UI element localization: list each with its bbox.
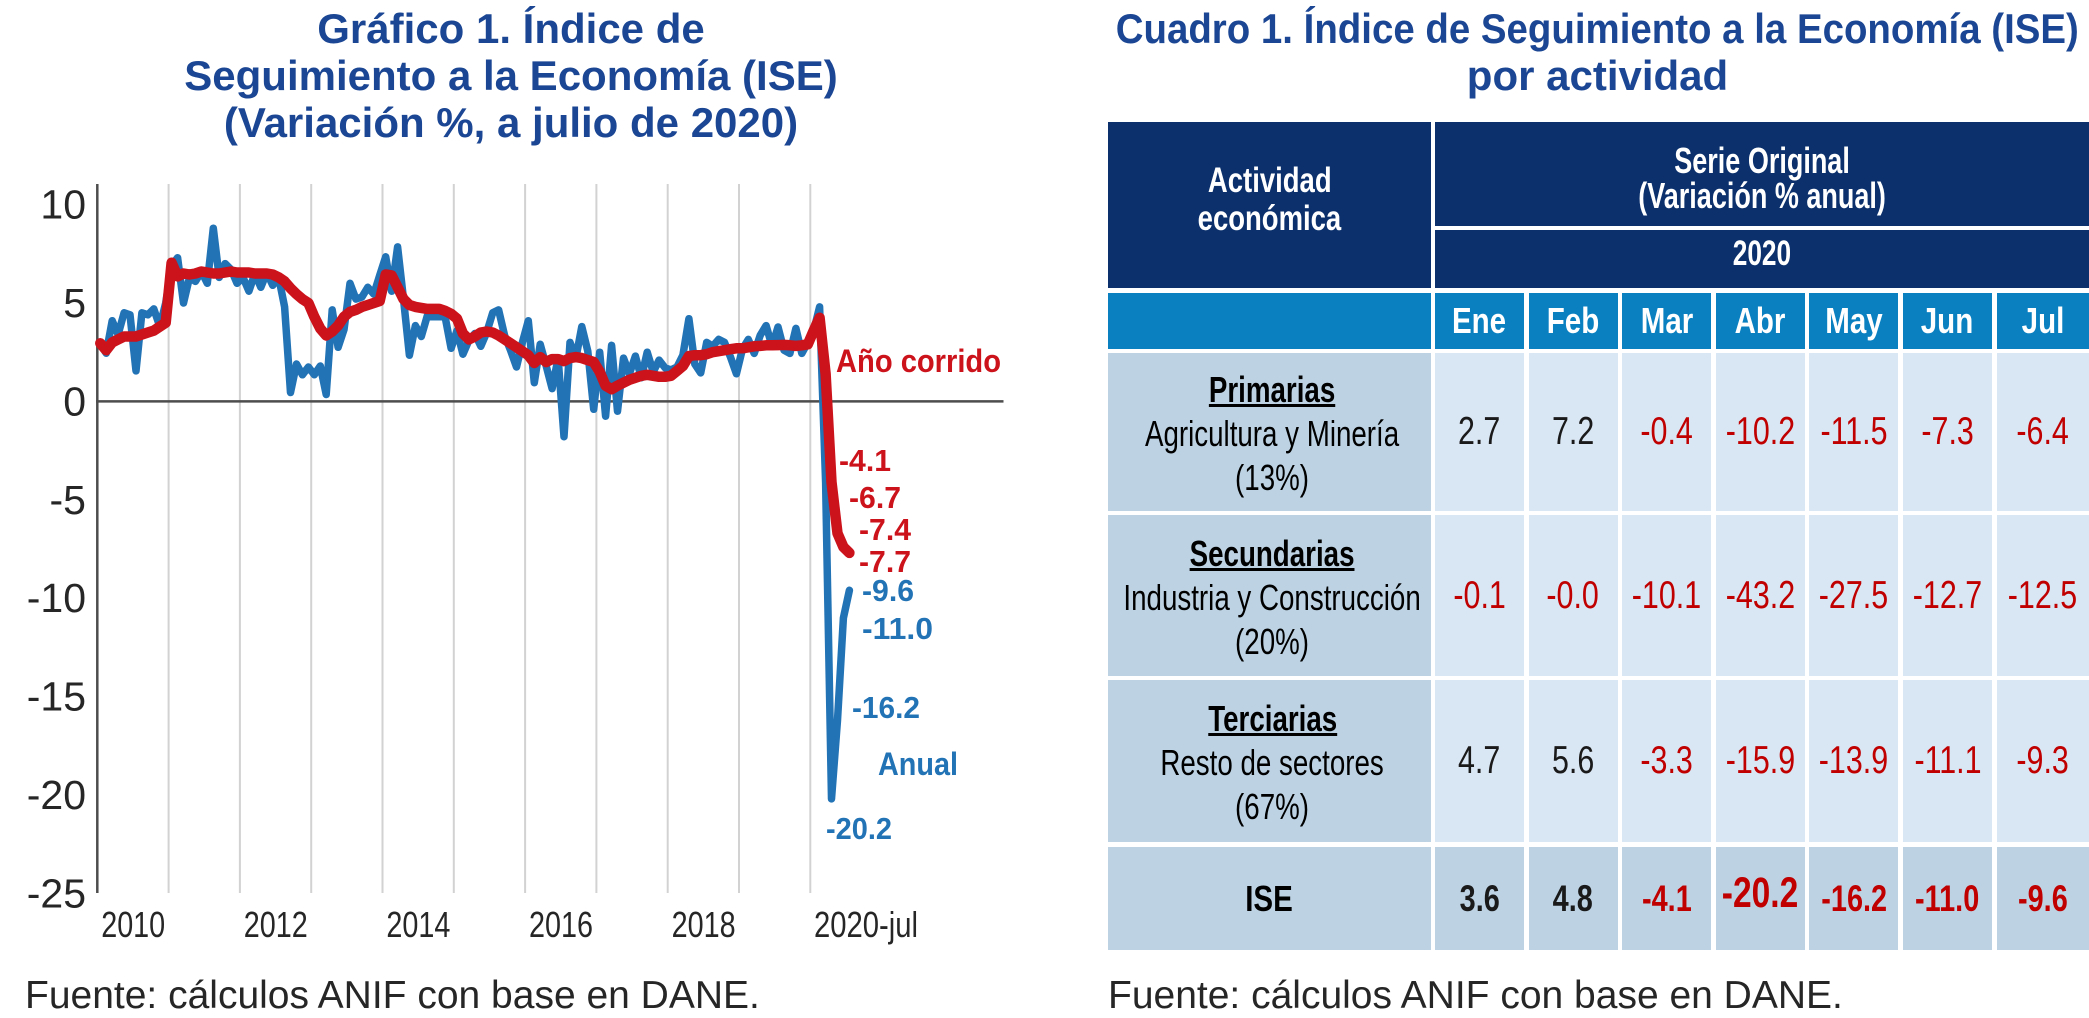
svg-text:2020-jul: 2020-jul	[814, 904, 918, 945]
svg-text:-6.7: -6.7	[849, 480, 901, 515]
svg-text:2010: 2010	[101, 904, 165, 945]
svg-text:0: 0	[63, 378, 86, 424]
svg-text:-7.7: -7.7	[859, 544, 911, 579]
svg-text:-10: -10	[27, 575, 86, 621]
svg-text:2018: 2018	[672, 904, 736, 945]
svg-text:-11.0: -11.0	[862, 611, 933, 646]
svg-text:-4.1: -4.1	[839, 443, 891, 478]
svg-text:-7.4: -7.4	[859, 512, 912, 547]
svg-text:2014: 2014	[386, 904, 450, 945]
svg-text:-9.6: -9.6	[862, 573, 914, 608]
svg-text:-15: -15	[27, 674, 86, 720]
svg-text:2012: 2012	[244, 904, 308, 945]
svg-text:5: 5	[63, 280, 86, 326]
svg-text:-20.2: -20.2	[826, 811, 892, 846]
svg-text:Año corrido: Año corrido	[836, 343, 1001, 379]
svg-text:10: 10	[40, 182, 86, 228]
svg-text:-25: -25	[27, 870, 86, 916]
svg-text:-20: -20	[27, 772, 86, 818]
svg-text:-5: -5	[50, 477, 86, 523]
svg-text:Anual: Anual	[878, 746, 958, 782]
svg-text:-16.2: -16.2	[852, 690, 920, 725]
svg-text:2016: 2016	[529, 904, 593, 945]
